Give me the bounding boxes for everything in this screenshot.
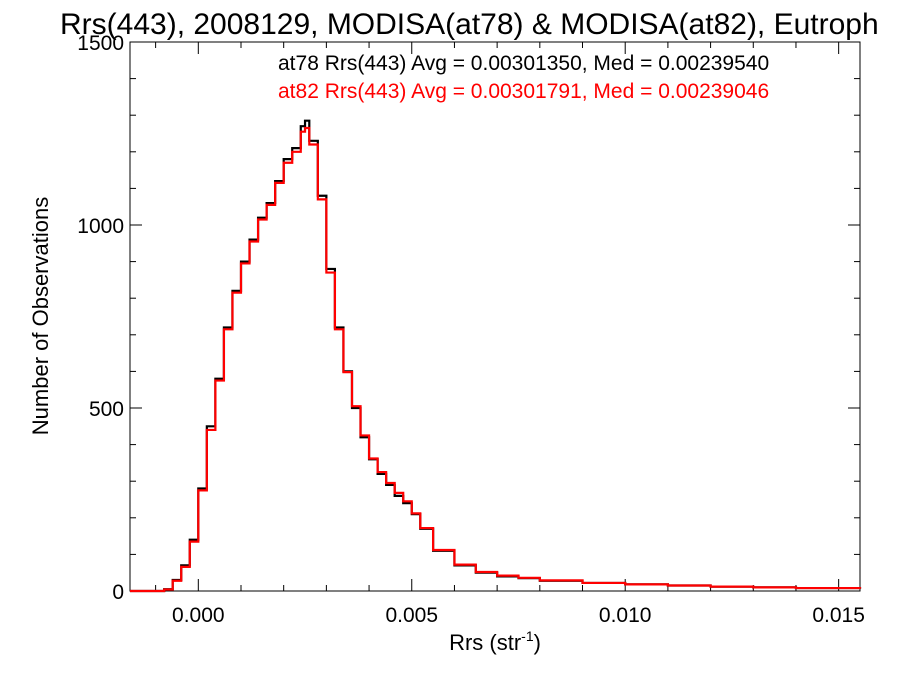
plot-frame bbox=[129, 41, 861, 592]
series-line-at78 bbox=[130, 119, 862, 593]
x-axis-label-main: Rrs (str bbox=[449, 630, 521, 655]
x-tick-label: 0.015 bbox=[812, 604, 865, 627]
legend-entry-at82: at82 Rrs(443) Avg = 0.00301791, Med = 0.… bbox=[278, 80, 769, 103]
y-tick-label: 500 bbox=[89, 398, 124, 421]
x-tick-label: 0.010 bbox=[599, 604, 652, 627]
x-axis-label: Rrs (str-1) bbox=[449, 628, 541, 655]
x-axis-label-close: ) bbox=[534, 630, 541, 655]
y-axis-label: Number of Observations bbox=[28, 197, 53, 435]
chart-title: Rrs(443), 2008129, MODISA(at78) & MODISA… bbox=[60, 8, 879, 41]
axis-ticks: 0.000 0.005 0.010 0.015 0 500 1000 1500 bbox=[77, 32, 865, 627]
series-line-at82 bbox=[130, 126, 862, 593]
y-tick-label: 0 bbox=[112, 581, 124, 604]
legend-entry-at78: at78 Rrs(443) Avg = 0.00301350, Med = 0.… bbox=[278, 52, 769, 75]
y-tick-label: 1000 bbox=[77, 215, 124, 238]
series-layer bbox=[130, 119, 862, 593]
x-tick-label: 0.000 bbox=[172, 604, 225, 627]
y-tick-label: 1500 bbox=[77, 32, 124, 55]
x-axis-label-superscript: -1 bbox=[521, 628, 534, 644]
x-tick-label: 0.005 bbox=[385, 604, 438, 627]
